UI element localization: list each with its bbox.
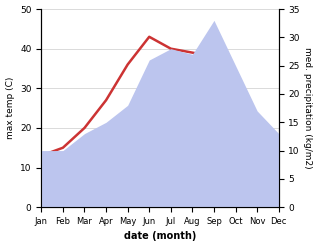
- Y-axis label: med. precipitation (kg/m2): med. precipitation (kg/m2): [303, 47, 313, 169]
- X-axis label: date (month): date (month): [124, 231, 196, 242]
- Y-axis label: max temp (C): max temp (C): [5, 77, 15, 139]
